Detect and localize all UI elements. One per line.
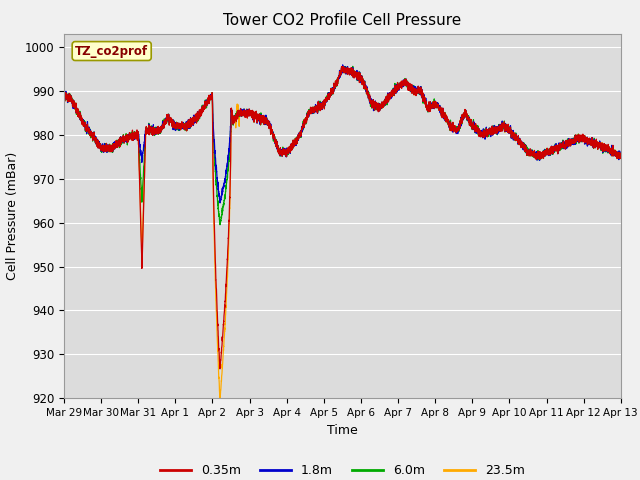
Y-axis label: Cell Pressure (mBar): Cell Pressure (mBar) [6, 152, 19, 280]
Legend: 0.35m, 1.8m, 6.0m, 23.5m: 0.35m, 1.8m, 6.0m, 23.5m [155, 459, 530, 480]
Title: Tower CO2 Profile Cell Pressure: Tower CO2 Profile Cell Pressure [223, 13, 461, 28]
Text: TZ_co2prof: TZ_co2prof [75, 45, 148, 58]
X-axis label: Time: Time [327, 424, 358, 437]
